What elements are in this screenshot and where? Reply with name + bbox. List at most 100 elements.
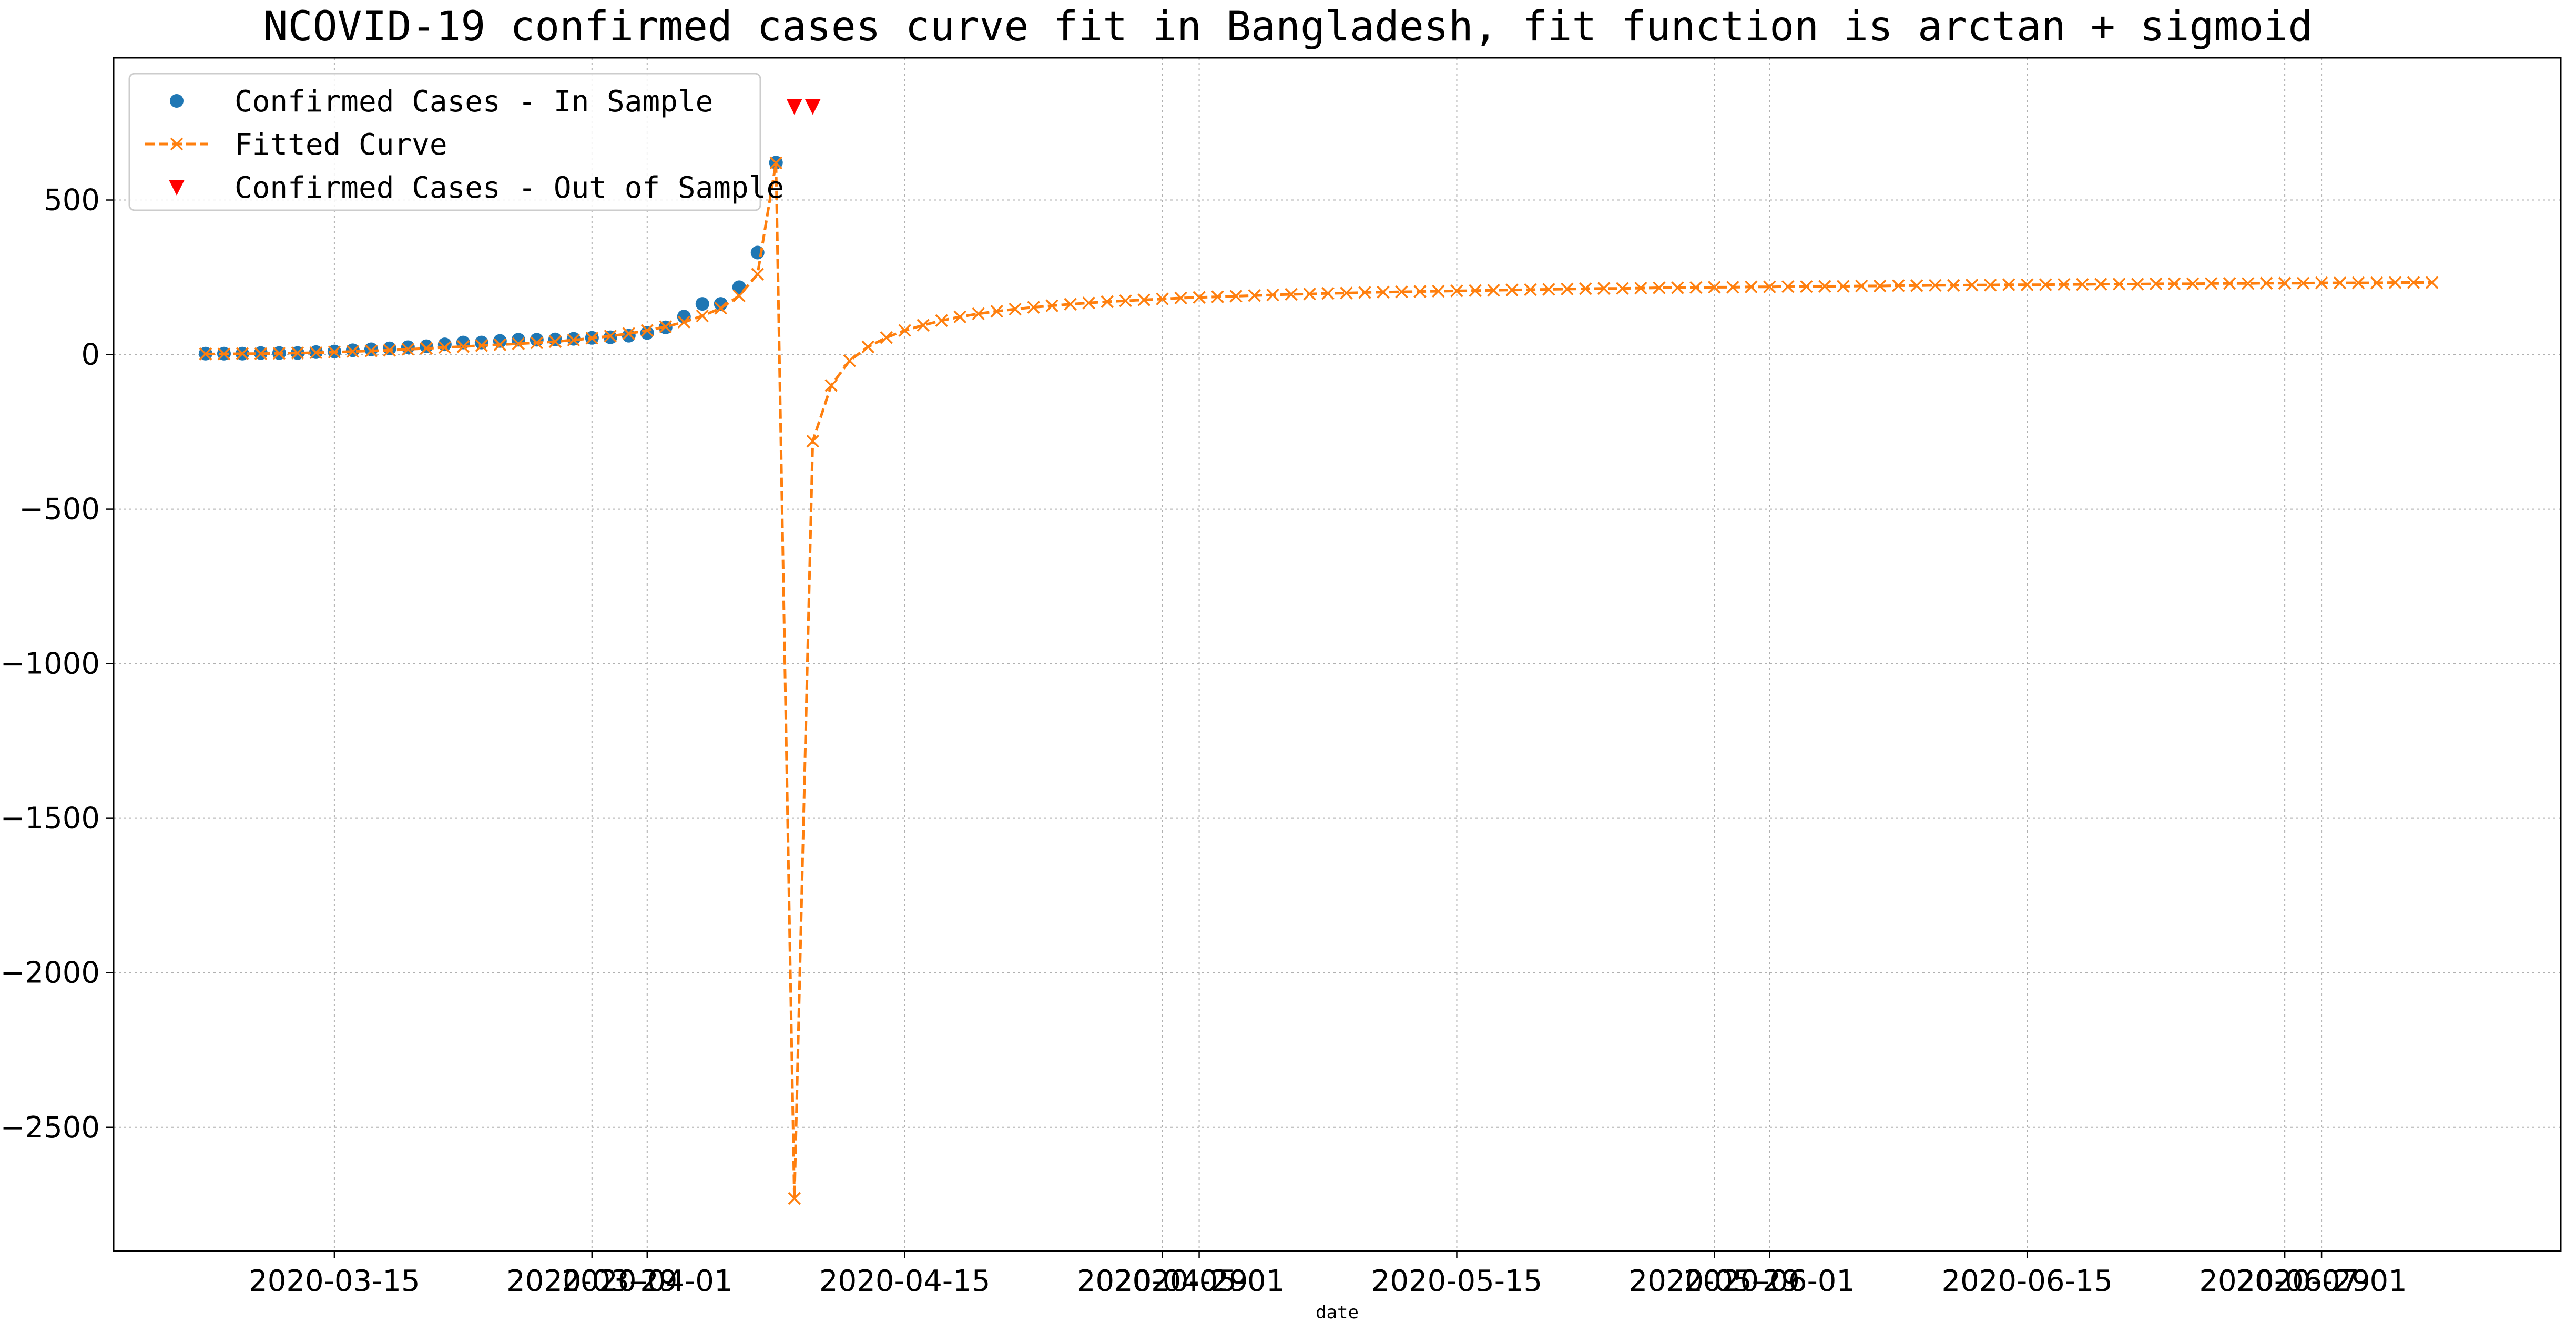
data-point (1947, 279, 1960, 292)
legend-label: Confirmed Cases - Out of Sample (235, 171, 784, 205)
data-point (383, 344, 396, 357)
data-point (1119, 294, 1132, 307)
data-point (1579, 282, 1592, 295)
data-point (1395, 285, 1408, 299)
data-point (2002, 278, 2015, 291)
data-point (1303, 288, 1316, 301)
data-point (1781, 280, 1795, 293)
data-point (2425, 276, 2439, 289)
data-point (401, 340, 415, 354)
data-point (1248, 289, 1261, 302)
data-point (898, 324, 911, 337)
data-point (769, 156, 782, 170)
data-point (1745, 280, 1758, 294)
x-tick-label: 2020-03-15 (249, 1264, 420, 1298)
data-point (1101, 295, 1114, 309)
data-point (2388, 276, 2402, 289)
x-axis-label: date (1316, 1302, 1359, 1323)
data-point (530, 336, 544, 350)
data-point (364, 342, 378, 356)
x-tick-label: 2020-06-29 (2199, 1264, 2370, 1298)
x-tick-label: 2020-05-15 (1371, 1264, 1542, 1298)
data-point (714, 302, 727, 315)
y-tick-label: −1500 (1, 802, 100, 836)
data-point (1671, 281, 1684, 294)
data-point (2370, 276, 2384, 290)
data-point (1156, 292, 1169, 305)
data-point (1211, 290, 1224, 303)
y-tick-label: 500 (44, 183, 100, 218)
data-point (530, 333, 544, 347)
data-point (364, 344, 378, 357)
data-point (2039, 278, 2052, 291)
legend-item: Confirmed Cases - Out of Sample (169, 171, 784, 205)
data-point (419, 339, 433, 353)
data-point (935, 314, 948, 327)
data-point (1874, 279, 1887, 293)
data-point (236, 347, 249, 361)
legend-label: Confirmed Cases - In Sample (235, 85, 713, 119)
data-point (1966, 279, 1979, 292)
data-point (1616, 282, 1629, 295)
data-point (169, 180, 185, 196)
data-point (1983, 279, 1997, 292)
data-point (291, 346, 304, 360)
data-point (548, 332, 562, 346)
data-point (2333, 276, 2347, 290)
data-point (1266, 288, 1279, 302)
data-point (1064, 298, 1077, 311)
data-point (604, 330, 617, 343)
data-point (1469, 284, 1482, 298)
grid-lines (114, 58, 2561, 1251)
x-tick-label: 2020-04-15 (819, 1264, 990, 1298)
data-point (2278, 276, 2292, 290)
x-tick-label: 2020-04-01 (562, 1264, 732, 1298)
data-point (1450, 284, 1463, 298)
data-point (2223, 277, 2236, 290)
legend: Confirmed Cases - In Sample Fitted Curve C… (128, 73, 784, 211)
data-point (861, 340, 874, 354)
data-point (2094, 278, 2107, 291)
data-point (170, 94, 184, 108)
data-point (1542, 283, 1555, 296)
data-point (199, 347, 212, 361)
data-point (2167, 277, 2181, 291)
x-tick-label: 2020-05-29 (1629, 1264, 1800, 1298)
data-point (309, 346, 323, 360)
data-point (1910, 279, 1923, 292)
data-point (1193, 291, 1206, 304)
data-point (622, 329, 636, 343)
data-point (1137, 293, 1150, 306)
data-point (420, 342, 433, 355)
legend-item: Fitted Curve (145, 128, 447, 162)
data-point (401, 343, 415, 356)
x-tick-label: 2020-06-01 (1684, 1264, 1855, 1298)
data-point (2351, 276, 2365, 290)
data-point (880, 331, 893, 344)
data-point (2315, 276, 2328, 290)
data-point (1027, 301, 1040, 314)
data-point (1708, 281, 1721, 294)
series-confirmed-cases-out-of-sample (786, 99, 821, 115)
data-point (2296, 276, 2310, 290)
data-point (677, 315, 691, 329)
data-point (1726, 281, 1739, 294)
data-point (456, 340, 470, 353)
data-point (1285, 288, 1298, 301)
data-point (2075, 278, 2089, 291)
data-point (1653, 281, 1666, 294)
data-point (585, 332, 599, 345)
data-point (1892, 279, 1905, 292)
x-tick-label: 2020-06-15 (1941, 1264, 2112, 1298)
x-tick-label: 2020-03-29 (506, 1264, 677, 1298)
data-point (1413, 285, 1427, 298)
series-fitted-curve (199, 156, 2439, 1205)
data-point (2057, 278, 2071, 291)
data-point (382, 341, 396, 355)
data-point (1597, 282, 1611, 295)
data-point (1855, 279, 1868, 293)
data-point (786, 99, 802, 115)
data-point (1634, 281, 1647, 295)
data-point (1082, 296, 1095, 310)
data-point (548, 335, 562, 348)
